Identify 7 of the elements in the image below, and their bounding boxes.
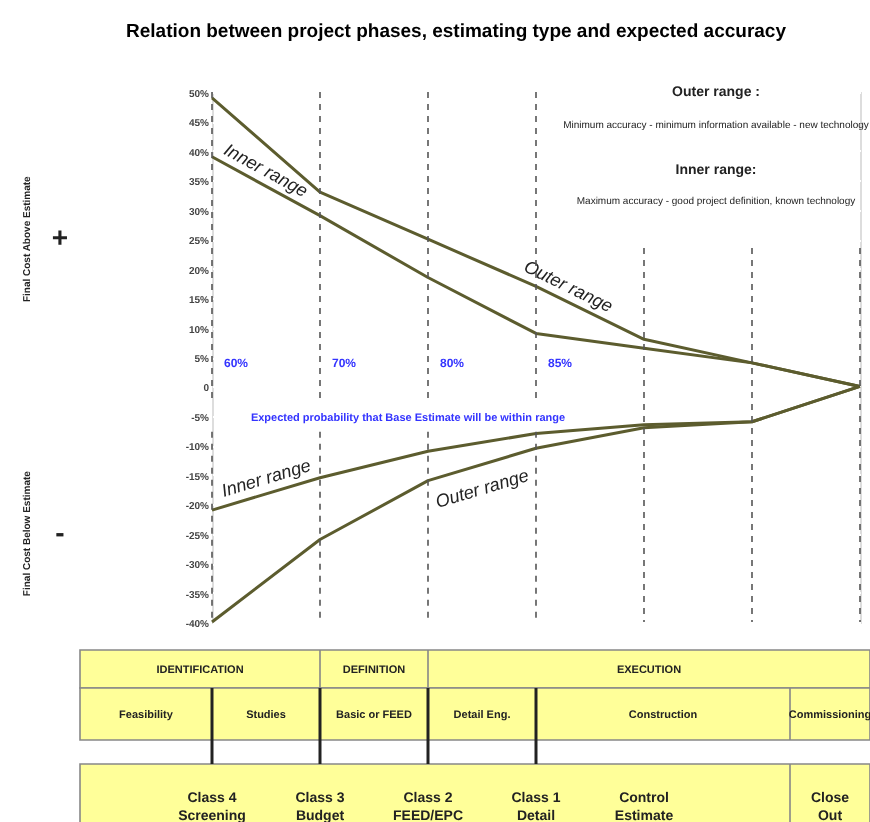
chart-title: Relation between project phases, estimating type and expected accuracy [126,21,788,43]
text: - [55,515,66,548]
text: Inner range [219,455,313,501]
text: Inner range [220,139,312,202]
text: + [51,221,69,254]
text: Outer range [520,256,616,317]
text: Outer range [433,465,531,512]
